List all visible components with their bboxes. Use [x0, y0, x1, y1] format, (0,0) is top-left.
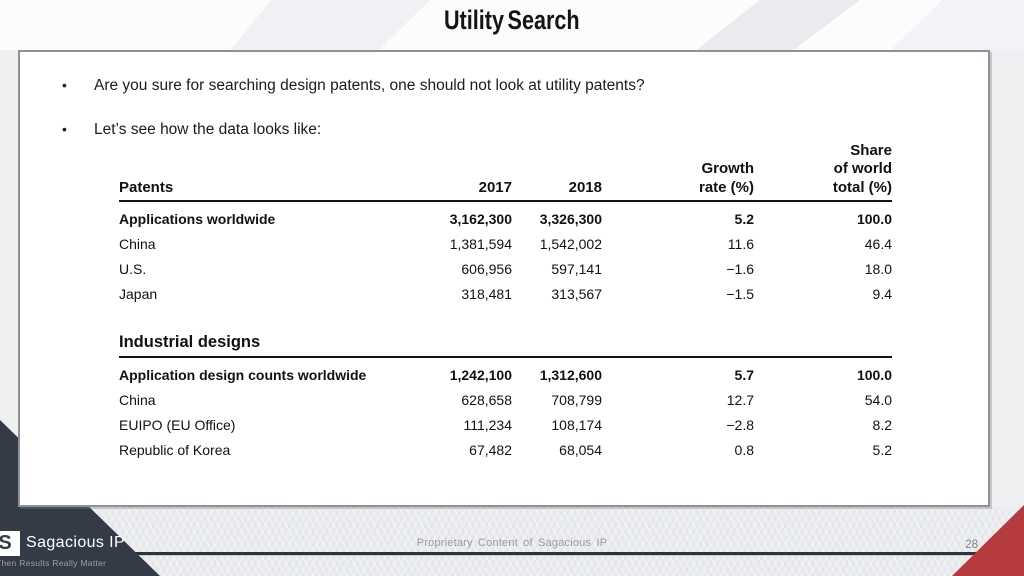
logo-name: Sagacious IP [26, 534, 126, 551]
row-label: China [119, 392, 156, 409]
value-2017: 628,658 [461, 392, 512, 409]
bullet-item: • Are you sure for searching design pate… [62, 76, 988, 95]
industrial-designs-section-rows: Application design counts worldwide 1,24… [119, 358, 892, 463]
bottom-background-pattern [0, 507, 1024, 576]
table-row: China 1,381,594 1,542,002 11.6 46.4 [119, 232, 892, 257]
value-2017: 318,481 [461, 286, 512, 303]
header-patents: Patents [119, 178, 174, 196]
value-2018: 708,799 [551, 392, 602, 409]
value-2018: 3,326,300 [539, 211, 602, 228]
value-2018: 108,174 [551, 417, 602, 434]
value-share: 18.0 [864, 261, 892, 278]
value-share: 100.0 [856, 211, 892, 228]
bullet-item: • Let’s see how the data looks like: [62, 120, 988, 139]
sagacious-ip-logo: S Sagacious IP Then Results Really Matte… [0, 528, 200, 576]
value-share: 46.4 [864, 236, 892, 253]
value-2017: 606,956 [461, 261, 512, 278]
row-label: U.S. [119, 261, 147, 278]
page-title: Utility Search [444, 5, 580, 35]
table-row: China 628,658 708,799 12.7 54.0 [119, 388, 892, 413]
value-growth-rate: −2.8 [726, 417, 754, 434]
value-growth-rate: −1.5 [726, 286, 754, 303]
footer-divider-line [118, 552, 986, 556]
row-label: Japan [119, 286, 158, 303]
value-2017: 1,381,594 [449, 236, 512, 253]
value-share: 5.2 [872, 442, 892, 459]
table-row: Applications worldwide 3,162,300 3,326,3… [119, 207, 892, 232]
table-row: Republic of Korea 67,482 68,054 0.8 5.2 [119, 438, 892, 463]
value-share: 54.0 [864, 392, 892, 409]
content-card: • Are you sure for searching design pate… [18, 50, 990, 507]
value-share: 100.0 [856, 367, 892, 384]
value-2017: 111,234 [463, 417, 512, 434]
value-growth-rate: 5.2 [734, 211, 754, 228]
value-growth-rate: 12.7 [726, 392, 754, 409]
value-2018: 1,542,002 [539, 236, 602, 253]
header-2018: 2018 [568, 178, 602, 196]
row-label: EUIPO (EU Office) [119, 417, 236, 434]
row-label: Applications worldwide [119, 211, 276, 228]
top-background-band [0, 0, 1024, 50]
value-growth-rate: −1.6 [726, 261, 754, 278]
patents-table: Patents 2017 2018 Growth rate (%) Share … [119, 142, 892, 463]
value-growth-rate: 0.8 [734, 442, 754, 459]
value-2018: 68,054 [559, 442, 602, 459]
bullet-icon: • [62, 77, 67, 93]
value-2018: 597,141 [551, 261, 602, 278]
logo-s-icon: S [0, 531, 20, 556]
value-2017: 3,162,300 [449, 211, 512, 228]
row-label: China [119, 236, 156, 253]
bullet-icon: • [62, 121, 67, 138]
value-2017: 67,482 [469, 442, 512, 459]
value-share: 9.4 [872, 286, 892, 303]
value-share: 8.2 [872, 417, 892, 434]
table-header-row: Patents 2017 2018 Growth rate (%) Share … [119, 142, 892, 202]
footer-note: Proprietary Content of Sagacious IP [416, 537, 608, 549]
value-2017: 1,242,100 [449, 367, 512, 384]
bullet-text: Are you sure for searching design patent… [94, 77, 645, 94]
header-share-of-world-total: Share of world total (%) [832, 142, 892, 196]
value-2018: 1,312,600 [539, 367, 602, 384]
bullet-text: Let’s see how the data looks like: [94, 121, 322, 139]
value-2018: 313,567 [551, 286, 602, 303]
page-number: 28 [965, 539, 978, 551]
header-2017: 2017 [478, 178, 512, 196]
table-row: Application design counts worldwide 1,24… [119, 363, 892, 388]
table-row: U.S. 606,956 597,141 −1.6 18.0 [119, 257, 892, 282]
table-row: EUIPO (EU Office) 111,234 108,174 −2.8 8… [119, 413, 892, 438]
value-growth-rate: 5.7 [734, 367, 754, 384]
logo-tagline: Then Results Really Matter [0, 558, 107, 568]
value-growth-rate: 11.6 [727, 236, 754, 253]
bullet-list: • Are you sure for searching design pate… [20, 52, 988, 140]
row-label: Application design counts worldwide [119, 367, 367, 384]
patents-section-rows: Applications worldwide 3,162,300 3,326,3… [119, 202, 892, 307]
table-row: Japan 318,481 313,567 −1.5 9.4 [119, 282, 892, 307]
header-growth-rate: Growth rate (%) [698, 160, 754, 196]
row-label: Republic of Korea [119, 442, 231, 459]
industrial-designs-heading: Industrial designs [119, 333, 892, 358]
